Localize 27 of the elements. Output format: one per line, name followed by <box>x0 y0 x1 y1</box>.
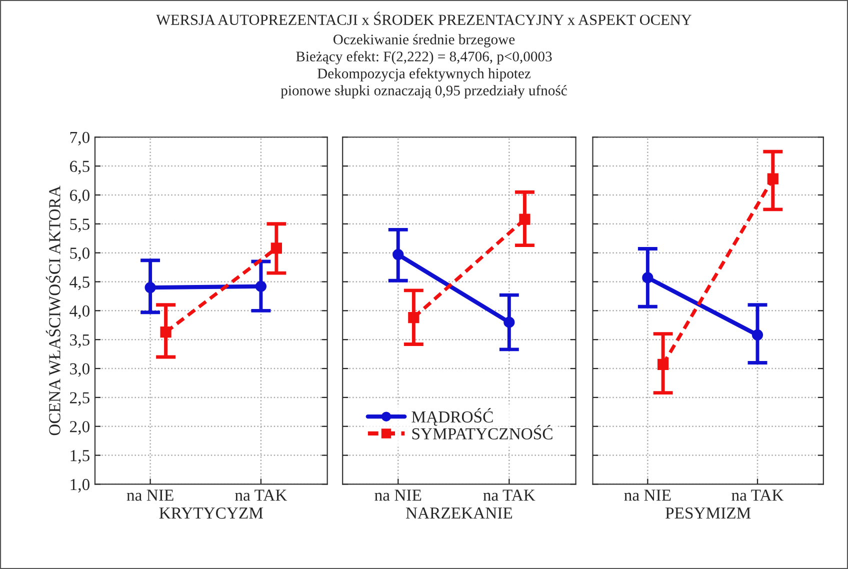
y-tick-label: 6,0 <box>70 190 90 204</box>
legend-label: SYMPATYCZNOŚĆ <box>412 425 552 440</box>
chart-title: WERSJA AUTOPREZENTACJI x ŚRODEK PREZENTACYJNY x ASPEKT OCENY <box>156 12 692 26</box>
y-tick-label: 1,0 <box>70 478 90 493</box>
chart-subtitle: Oczekiwanie średnie brzegowe Bieżący efekt: F(2,222) = 8,4706, p<0,0003 Dekompozycja efektywnych hipotez pionowe słupki oznaczają 0,95 przedziały ufność <box>280 34 567 98</box>
x-tick-label: na TAK <box>235 490 288 501</box>
x-axis-title: NARZEKANIE <box>406 508 512 519</box>
y-axis-title: OCENA WŁAŚCIWOŚCI AKTORA <box>46 186 60 436</box>
y-tick-label: 3,5 <box>70 334 90 348</box>
y-tick-label: 5,5 <box>70 218 90 232</box>
y-tick-label: 7,0 <box>70 132 90 146</box>
x-axis-title: KRYTYCYZM <box>159 508 263 519</box>
x-tick-label: na NIE <box>624 490 671 501</box>
y-tick-label: 5,0 <box>70 248 90 262</box>
x-tick-label: na TAK <box>483 490 536 501</box>
y-tick-label: 4,0 <box>70 305 90 320</box>
x-tick-label: na NIE <box>126 490 174 501</box>
x-tick-label: na TAK <box>732 490 784 501</box>
x-axis-title: PESYMIZM <box>666 508 751 519</box>
y-tick-label: 2,0 <box>70 421 90 435</box>
y-tick-label: 3,0 <box>70 363 90 377</box>
y-tick-label: 6,5 <box>70 160 90 174</box>
y-tick-label: 1,5 <box>70 450 90 464</box>
legend-label: MĄDROŚĆ <box>412 408 493 426</box>
y-tick-label: 2,5 <box>70 392 90 406</box>
x-tick-label: na NIE <box>374 490 422 501</box>
y-tick-label: 4,5 <box>70 276 90 290</box>
